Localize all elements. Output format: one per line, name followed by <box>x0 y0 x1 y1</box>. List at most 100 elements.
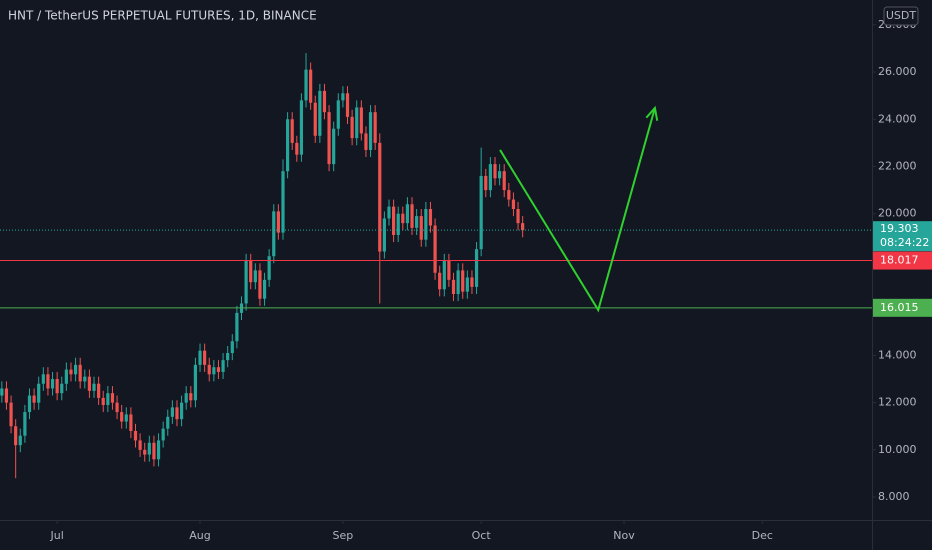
candle-body <box>110 393 115 403</box>
price-label-box <box>873 251 932 270</box>
currency-box <box>883 6 919 26</box>
y-tick-label: 22.000 <box>878 159 917 172</box>
candle-body <box>115 402 119 413</box>
candle-body <box>313 102 317 136</box>
candle-body <box>249 260 253 283</box>
candle-body <box>285 119 290 172</box>
candle-body <box>152 442 156 460</box>
y-tick-label: 24.000 <box>878 112 917 125</box>
x-tick-label: Sep <box>333 529 354 542</box>
candle-body <box>179 402 184 420</box>
candle-body <box>4 388 9 403</box>
y-tick-label: 8.000 <box>878 490 910 503</box>
candle-body <box>207 364 211 375</box>
candle-body <box>133 430 138 441</box>
candle-body <box>69 369 73 375</box>
candle-body <box>368 112 373 150</box>
candle-body <box>23 412 27 436</box>
candle-body <box>64 369 68 384</box>
candle-body <box>97 383 101 398</box>
candle-body <box>396 213 400 235</box>
candle-body <box>216 367 221 372</box>
candle-body <box>32 395 36 403</box>
candle-body <box>203 350 207 365</box>
candle-body <box>479 175 483 250</box>
candle-body <box>382 218 386 252</box>
candle-body <box>166 416 170 429</box>
candle-body <box>198 350 202 365</box>
candle-body <box>470 277 474 287</box>
countdown-label: 08:24:22 <box>880 236 929 249</box>
y-tick-label: 20.000 <box>878 207 917 220</box>
candle-body <box>244 260 248 304</box>
x-tick-label: Aug <box>189 529 210 542</box>
candle-body <box>14 426 18 446</box>
candle-body <box>226 353 230 361</box>
candle-body <box>221 360 225 372</box>
candle-body <box>521 223 525 231</box>
candle-body <box>253 270 257 283</box>
candle-body <box>502 171 506 191</box>
candle-body <box>401 213 405 224</box>
candle-body <box>189 393 193 401</box>
candle-body <box>9 402 13 427</box>
candle-body <box>424 208 428 240</box>
candle-body <box>0 388 4 396</box>
candle-body <box>484 175 488 191</box>
price-label: 16.015 <box>880 301 919 314</box>
candle-body <box>78 364 82 382</box>
candle-body <box>336 100 340 129</box>
candle-body <box>438 272 442 290</box>
candle-body <box>359 107 363 134</box>
candle-body <box>41 374 45 384</box>
y-tick-label: 26.000 <box>878 65 917 78</box>
price-label: 18.017 <box>880 254 919 267</box>
candle-body <box>318 90 322 136</box>
y-tick-label: 12.000 <box>878 396 917 409</box>
candle-body <box>106 393 110 405</box>
current-price-label: 19.303 <box>880 222 919 235</box>
arrow-head <box>645 105 659 121</box>
candle-body <box>373 112 377 143</box>
candle-body <box>138 440 142 450</box>
candle-body <box>37 383 41 403</box>
candle-body <box>27 395 32 413</box>
candle-body <box>355 107 359 139</box>
candle-body <box>235 312 239 342</box>
candle-body <box>281 171 285 233</box>
candle-body <box>18 435 22 446</box>
candle-body <box>493 164 497 179</box>
price-label-box <box>873 298 932 317</box>
candle-body <box>212 367 216 375</box>
y-tick-label: 10.000 <box>878 443 917 456</box>
x-tick-label: Jul <box>50 529 64 542</box>
candle-body <box>309 69 313 103</box>
candle-body <box>465 277 469 292</box>
candle-body <box>391 206 396 235</box>
candle-body <box>290 119 294 143</box>
candle-body <box>350 116 354 139</box>
candle-body <box>378 142 382 252</box>
drawing-path <box>499 107 656 313</box>
candle-body <box>341 93 345 101</box>
candle-body <box>322 90 327 113</box>
current-price-box <box>873 221 932 252</box>
candle-body <box>304 69 308 101</box>
candle-body <box>143 449 147 455</box>
candle-body <box>267 256 271 280</box>
candle-body <box>92 383 96 391</box>
candle-body <box>488 164 492 191</box>
candle-body <box>387 206 391 219</box>
candle-body <box>276 211 280 233</box>
y-tick-label: 14.000 <box>878 348 917 361</box>
x-tick-label: Oct <box>472 529 492 542</box>
candle-body <box>433 225 437 273</box>
candle-body <box>442 260 446 290</box>
candle-body <box>147 442 151 455</box>
candle-body <box>456 270 460 295</box>
candle-body <box>428 208 433 226</box>
candle-body <box>516 208 520 224</box>
candle-body <box>161 428 165 441</box>
candle-body <box>73 364 78 375</box>
